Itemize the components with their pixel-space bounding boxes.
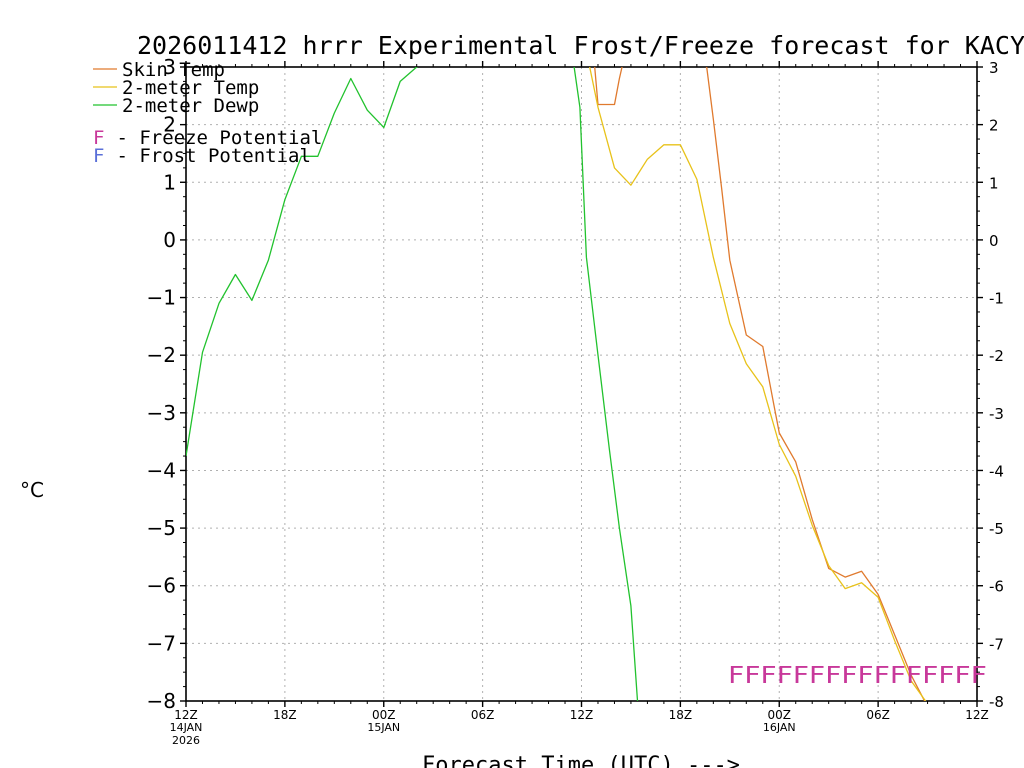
x-tick-label: 12Z — [570, 708, 594, 722]
y-tick-label-right: -1 — [989, 290, 1004, 308]
potential-legend: F - Freeze Potential F - Frost Potential — [93, 127, 322, 167]
y-axis-label: °C — [20, 478, 44, 502]
x-tick-label: 00Z — [372, 708, 396, 722]
legend-label-skin-temp: Skin Temp — [122, 59, 225, 81]
x-tick-label: 18Z — [669, 708, 693, 722]
y-tick-label-right: -6 — [989, 578, 1004, 596]
y-tick-label-left: −1 — [147, 286, 176, 310]
x-tick-label: 18Z — [273, 708, 297, 722]
freeze-flag-row: FFFFFFFFFFFFFFFF — [728, 663, 987, 689]
y-tick-label-right: 3 — [989, 59, 999, 77]
x-tick-date-label: 16JAN — [763, 721, 796, 734]
x-tick-label: 06Z — [866, 708, 890, 722]
freeze-potential-marker: F — [93, 127, 104, 149]
y-tick-label-right: -3 — [989, 405, 1004, 423]
x-tick-label: 12Z — [965, 708, 989, 722]
y-tick-label-left: 1 — [163, 170, 176, 194]
y-tick-label-right: -7 — [989, 635, 1004, 653]
y-tick-label-left: 2 — [163, 113, 176, 137]
y-tick-label-right: -4 — [989, 462, 1004, 480]
y-tick-label-right: 1 — [989, 174, 999, 192]
x-tick-label: 12Z — [174, 708, 198, 722]
y-tick-label-left: −5 — [147, 516, 176, 540]
legend-label-2m-temp: 2-meter Temp — [122, 77, 259, 99]
y-tick-label-left: −7 — [147, 631, 176, 655]
freeze-potential-label: - Freeze Potential — [105, 127, 322, 149]
legend: Skin Temp 2-meter Temp 2-meter Dewp — [93, 59, 259, 117]
y-tick-label-right: 0 — [989, 232, 999, 250]
x-tick-label: 00Z — [768, 708, 792, 722]
chart-title: 2026011412 hrrr Experimental Frost/Freez… — [137, 31, 1024, 60]
y-tick-label-right: -8 — [989, 693, 1004, 711]
x-tick-label: 06Z — [471, 708, 495, 722]
x-tick-date-label: 2026 — [172, 734, 200, 747]
y-tick-label-left: −6 — [147, 574, 176, 598]
y-tick-label-left: −2 — [147, 343, 176, 367]
frost-potential-marker: F — [93, 145, 104, 167]
y-tick-label-right: -2 — [989, 347, 1004, 365]
y-tick-label-right: 2 — [989, 117, 999, 135]
legend-label-2m-dewp: 2-meter Dewp — [122, 95, 259, 117]
y-tick-label-right: -5 — [989, 520, 1004, 538]
series-lines — [186, 67, 927, 701]
x-tick-date-label: 15JAN — [367, 721, 400, 734]
axis-ticks — [180, 61, 983, 707]
series-line-2-meter-temp — [589, 67, 927, 701]
y-tick-label-left: 0 — [163, 228, 176, 252]
frost-potential-label: - Frost Potential — [105, 145, 311, 167]
y-tick-label-left: −8 — [147, 689, 176, 713]
x-tick-date-label: 14JAN — [170, 721, 203, 734]
series-line-2-meter-dewp — [186, 67, 639, 701]
series-line-skin-temp — [593, 67, 926, 701]
y-tick-label-left: −4 — [147, 458, 176, 482]
y-tick-label-left: 3 — [163, 55, 176, 79]
x-axis-label: Forecast Time (UTC) ---> — [422, 753, 740, 768]
y-tick-label-left: −3 — [147, 401, 176, 425]
axis-labels: −8 -8 −7 -7 −6 -6 −5 -5 −4 -4 −3 -3 −2 -2 −1 -1 0 0 1 1 2 2 3 3… — [147, 55, 1004, 747]
